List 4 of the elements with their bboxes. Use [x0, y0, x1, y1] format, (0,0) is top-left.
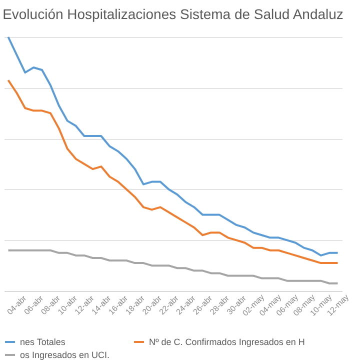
legend-label: nes Totales	[20, 337, 66, 347]
legend-label: Nº de C. Confirmados Ingresados en H	[149, 337, 305, 347]
legend-label: os Ingresados en UCI.	[20, 350, 110, 360]
chart-title: Evolución Hospitalizaciones Sistema de Salud Andaluz	[2, 6, 344, 22]
